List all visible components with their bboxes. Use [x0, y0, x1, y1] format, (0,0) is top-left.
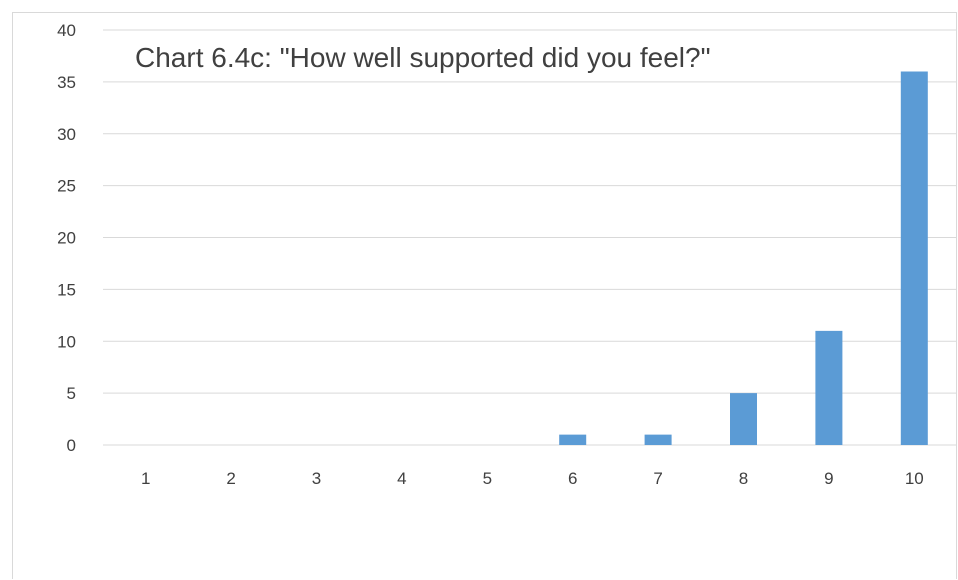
x-tick-label-5: 5: [483, 469, 492, 488]
x-tick-label-10: 10: [905, 469, 924, 488]
y-tick-label-5: 5: [67, 384, 76, 403]
bar-8: [730, 393, 757, 445]
y-axis-tick-labels: 0 5 10 15 20 25 30 35 40: [57, 21, 76, 455]
chart-title: Chart 6.4c: "How well supported did you …: [135, 42, 711, 73]
x-tick-label-1: 1: [141, 469, 150, 488]
y-tick-label-0: 0: [67, 436, 76, 455]
x-tick-label-8: 8: [739, 469, 748, 488]
y-tick-label-20: 20: [57, 229, 76, 248]
x-tick-label-3: 3: [312, 469, 321, 488]
bar-6: [559, 434, 587, 445]
chart-frame: [12, 12, 957, 579]
x-axis-tick-labels: 1 2 3 4 5 6 7 8 9 10: [141, 469, 924, 488]
y-tick-label-35: 35: [57, 73, 76, 92]
bar-7: [644, 434, 672, 445]
bar-9: [815, 330, 843, 445]
x-tick-label-4: 4: [397, 469, 406, 488]
y-tick-label-15: 15: [57, 280, 76, 299]
y-tick-label-30: 30: [57, 125, 76, 144]
x-tick-label-6: 6: [568, 469, 577, 488]
x-tick-label-7: 7: [653, 469, 662, 488]
x-tick-label-9: 9: [824, 469, 833, 488]
y-tick-label-25: 25: [57, 177, 76, 196]
bar-10: [900, 71, 928, 445]
bar-layer: [559, 71, 928, 445]
x-tick-label-2: 2: [226, 469, 235, 488]
grid-layer: [103, 29, 957, 446]
y-tick-label-10: 10: [57, 332, 76, 351]
y-tick-label-40: 40: [57, 21, 76, 40]
